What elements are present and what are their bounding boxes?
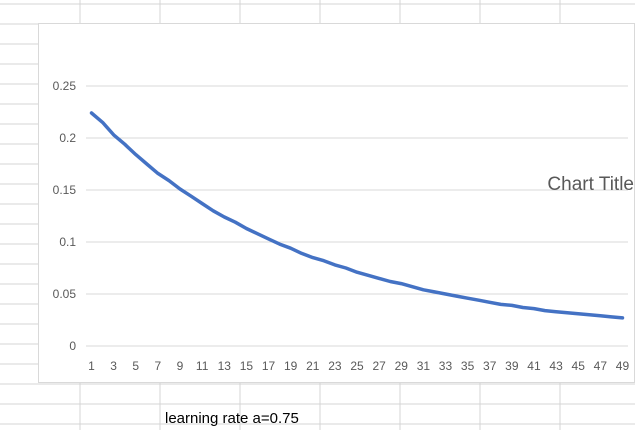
- x-tick-label: 29: [395, 359, 409, 373]
- x-tick-label: 31: [417, 359, 431, 373]
- series-line: [89, 111, 625, 320]
- x-tick-label: 27: [372, 359, 386, 373]
- x-tick-label: 21: [306, 359, 320, 373]
- cell-learning-rate-label[interactable]: learning rate a=0.75: [165, 410, 299, 427]
- y-tick-label: 0: [69, 339, 76, 353]
- chart-title: Chart Title: [547, 174, 634, 195]
- x-tick-label: 45: [572, 359, 586, 373]
- x-tick-label: 9: [177, 359, 184, 373]
- x-tick-label: 5: [132, 359, 139, 373]
- x-tick-label: 17: [262, 359, 276, 373]
- x-tick-label: 19: [284, 359, 298, 373]
- x-tick-label: 25: [350, 359, 364, 373]
- x-tick-label: 49: [616, 359, 630, 373]
- x-tick-label: 47: [594, 359, 608, 373]
- x-tick-label: 13: [218, 359, 232, 373]
- x-tick-label: 15: [240, 359, 254, 373]
- x-tick-label: 11: [196, 359, 209, 373]
- y-tick-label: 0.25: [53, 79, 77, 93]
- y-tick-label: 0.15: [53, 183, 77, 197]
- x-tick-label: 1: [88, 359, 95, 373]
- x-tick-label: 7: [155, 359, 162, 373]
- y-tick-label: 0.2: [59, 131, 76, 145]
- x-tick-label: 3: [110, 359, 117, 373]
- x-tick-label: 35: [461, 359, 475, 373]
- x-tick-label: 41: [527, 359, 541, 373]
- x-tick-label: 39: [505, 359, 519, 373]
- y-tick-label: 0.05: [53, 287, 77, 301]
- line-chart: 00.050.10.150.20.251 3 5 7 9 11 13 15 17 19 21 23 25…: [53, 79, 634, 373]
- chart-area[interactable]: 0 0.05 0.1 0.15 0.2 0.25 1 3 5 7 9 11 13 15 17 19 21 23 25…: [38, 23, 635, 383]
- x-tick-label: 43: [549, 359, 563, 373]
- y-tick-label: 0.1: [59, 235, 76, 249]
- x-tick-label: 33: [439, 359, 453, 373]
- x-tick-label: 23: [328, 359, 342, 373]
- x-tick-label: 37: [483, 359, 497, 373]
